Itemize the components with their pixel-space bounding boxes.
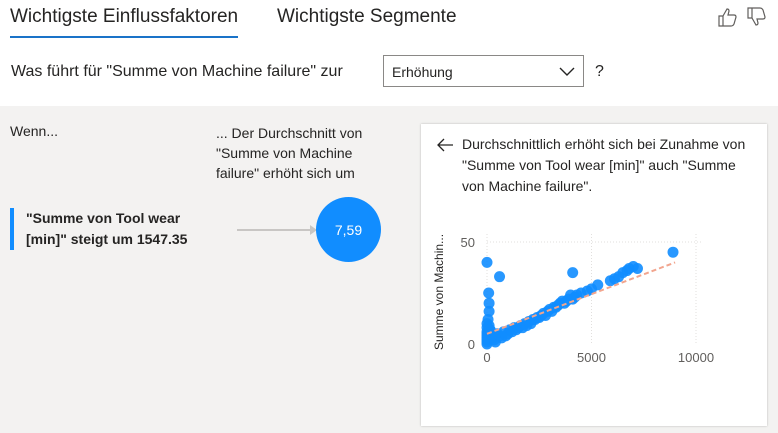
dropdown-value: Erhöhung (392, 64, 453, 80)
tab-bar: Wichtigste Einflussfaktoren Wichtigste S… (0, 0, 778, 44)
data-point (483, 297, 495, 309)
trend-line (486, 261, 676, 335)
thumbs-down-icon[interactable] (746, 7, 768, 27)
then-label: ... Der Durchschnitt von "Summe von Mach… (216, 125, 363, 181)
question-row: Was führt für "Summe von Machine failure… (11, 55, 771, 89)
influencer-item[interactable]: "Summe von Tool wear [min]" steigt um 15… (10, 208, 210, 250)
data-point (567, 267, 579, 279)
y-tick-label: 0 (468, 337, 475, 352)
influence-bubble[interactable]: 7,59 (316, 197, 381, 262)
influencer-label-line1: "Summe von Tool wear (26, 210, 181, 226)
chevron-down-icon (559, 67, 575, 76)
x-tick-label: 10000 (678, 350, 714, 365)
tab-top-segments[interactable]: Wichtigste Segmente (277, 6, 457, 27)
data-point (483, 305, 495, 317)
influencers-panel: Wenn... ... Der Durchschnitt von "Summe … (0, 106, 778, 433)
thumbs-up-icon[interactable] (717, 7, 739, 27)
detail-text: Durchschnittlich erhöht sich bei Zunahme… (462, 136, 746, 194)
data-point (481, 256, 493, 268)
influencer-label-line2: [min]" steigt um 1547.35 (26, 231, 188, 247)
y-tick-label: 50 (461, 235, 475, 250)
scatter-plot: 0 5000 10000 0 50 (461, 234, 714, 365)
direction-dropdown[interactable]: Erhöhung (383, 55, 584, 87)
data-point (592, 279, 604, 291)
detail-card: Durchschnittlich erhöht sich bei Zunahme… (421, 124, 767, 426)
x-tick-label: 5000 (577, 350, 606, 365)
x-tick-label: 0 (483, 350, 490, 365)
connector-arrow (237, 225, 317, 235)
data-point (667, 246, 679, 258)
question-text: Was führt für "Summe von Machine failure… (11, 63, 343, 80)
when-label: Wenn... (10, 123, 58, 139)
data-point (494, 271, 506, 283)
data-point (483, 287, 495, 299)
data-point (631, 263, 643, 275)
back-arrow-icon[interactable] (436, 137, 454, 153)
help-icon[interactable]: ? (595, 63, 604, 80)
tab-key-influencers[interactable]: Wichtigste Einflussfaktoren (10, 6, 239, 38)
